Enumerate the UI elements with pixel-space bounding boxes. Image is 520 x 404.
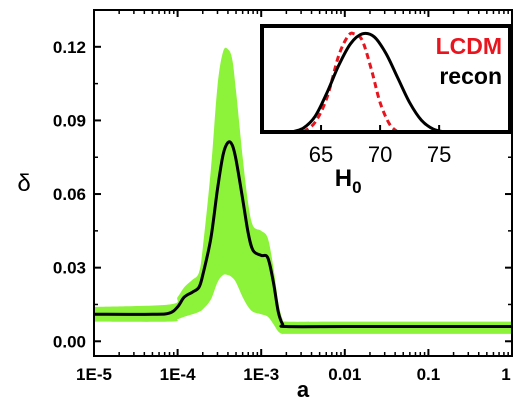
inset-x-tick-label: 65 xyxy=(309,142,333,167)
mean-line xyxy=(93,140,512,329)
inset-frame xyxy=(260,24,512,134)
inset-x-tick-label: 70 xyxy=(368,142,392,167)
y-tick-label: 0.12 xyxy=(53,38,86,57)
inset-series-recon xyxy=(291,31,446,134)
main-line-layer xyxy=(93,140,512,329)
inset-series-lcdm xyxy=(302,31,399,134)
inset-x-axis-label-main: H xyxy=(335,165,352,192)
inset-x-axis-label-subscript: 0 xyxy=(352,178,361,197)
x-tick-label: 1 xyxy=(501,365,510,384)
inset-legend: LCDM recon xyxy=(436,33,502,89)
legend-label-recon: recon xyxy=(439,63,502,89)
inset-x-axis-label: H0 xyxy=(335,165,362,197)
inset-chart: 65 70 75 LCDM recon H0 xyxy=(260,24,512,197)
main-chart: 1E-5 1E-4 1E-3 0.01 0.1 1 0.00 0.03 0.06 0.09 0.1… xyxy=(17,9,513,402)
main-plot-frame xyxy=(93,9,513,357)
y-axis-label: δ xyxy=(17,170,30,197)
inset-x-tick-label: 75 xyxy=(427,142,451,167)
x-tick-label: 1E-4 xyxy=(160,365,196,384)
x-tick-label: 0.01 xyxy=(328,365,361,384)
y-tick-label: 0.06 xyxy=(53,185,86,204)
main-x-ticks: 1E-5 1E-4 1E-3 0.01 0.1 1 xyxy=(76,10,513,384)
y-tick-label: 0.00 xyxy=(53,332,86,351)
x-tick-label: 1E-5 xyxy=(76,365,112,384)
y-tick-label: 0.03 xyxy=(53,259,86,278)
y-tick-label: 0.09 xyxy=(53,111,86,130)
inset-x-ticks: 65 70 75 xyxy=(309,125,451,167)
x-axis-label: a xyxy=(297,377,310,402)
x-tick-label: 0.1 xyxy=(417,365,441,384)
inset-line-layer xyxy=(291,31,446,134)
x-tick-label: 1E-3 xyxy=(243,365,279,384)
legend-label-lcdm: LCDM xyxy=(436,33,502,59)
